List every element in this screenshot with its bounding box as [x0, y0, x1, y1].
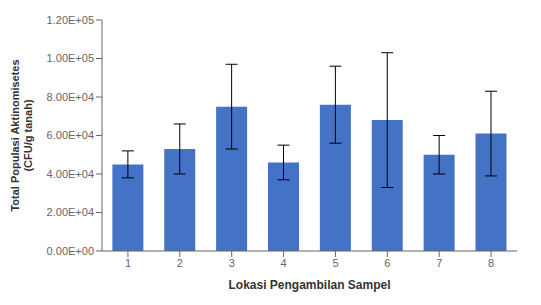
- svg-text:0.00E+00: 0.00E+00: [47, 245, 94, 257]
- svg-text:6: 6: [384, 257, 390, 269]
- svg-text:5: 5: [332, 257, 338, 269]
- svg-text:1: 1: [125, 257, 131, 269]
- svg-text:6.00E+04: 6.00E+04: [47, 129, 94, 141]
- svg-text:Lokasi Pengambilan Sampel: Lokasi Pengambilan Sampel: [228, 278, 390, 292]
- svg-text:1.00E+05: 1.00E+05: [47, 52, 94, 64]
- svg-text:7: 7: [436, 257, 442, 269]
- svg-text:3: 3: [229, 257, 235, 269]
- svg-text:2: 2: [177, 257, 183, 269]
- svg-text:2.00E+04: 2.00E+04: [47, 206, 94, 218]
- svg-text:4.00E+04: 4.00E+04: [47, 168, 94, 180]
- svg-text:8: 8: [488, 257, 494, 269]
- svg-text:1.20E+05: 1.20E+05: [47, 14, 94, 26]
- svg-text:8.00E+04: 8.00E+04: [47, 91, 94, 103]
- svg-text:4: 4: [281, 257, 287, 269]
- svg-text:Total Populasi Aktinomisetes(C: Total Populasi Aktinomisetes(CFU/g tanah…: [9, 59, 34, 211]
